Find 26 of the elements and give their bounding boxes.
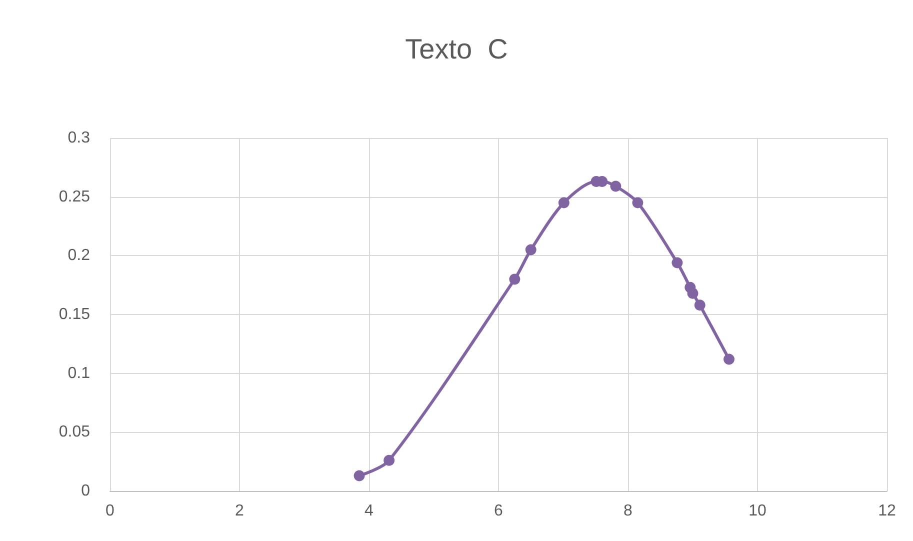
- y-tick-label: 0.25: [58, 188, 90, 206]
- x-tick-label: 12: [878, 502, 896, 520]
- x-tick-label: 6: [494, 502, 504, 520]
- x-tick-label: 10: [748, 502, 766, 520]
- x-tick-label: 0: [106, 502, 115, 520]
- x-tick-label: 4: [364, 502, 374, 520]
- x-tick-label: 8: [624, 502, 633, 520]
- point: [525, 244, 536, 256]
- y-tick-label: 0.05: [58, 424, 90, 441]
- y-tick-label: 0.2: [68, 247, 90, 264]
- chart-title: Texto C: [405, 34, 508, 64]
- point: [509, 274, 520, 285]
- point: [610, 180, 622, 192]
- point: [354, 470, 365, 482]
- y-tick-label: 0: [81, 482, 90, 500]
- point: [632, 197, 644, 208]
- point: [687, 288, 698, 299]
- x-tick-label: 2: [235, 502, 244, 520]
- y-tick-label: 0.1: [68, 364, 90, 382]
- point: [672, 257, 683, 268]
- y-tick-label: 0.15: [58, 306, 90, 323]
- point: [694, 300, 706, 311]
- y-tick-label: 0.3: [68, 130, 90, 146]
- point: [384, 454, 395, 466]
- point: [558, 197, 570, 208]
- point: [724, 354, 735, 365]
